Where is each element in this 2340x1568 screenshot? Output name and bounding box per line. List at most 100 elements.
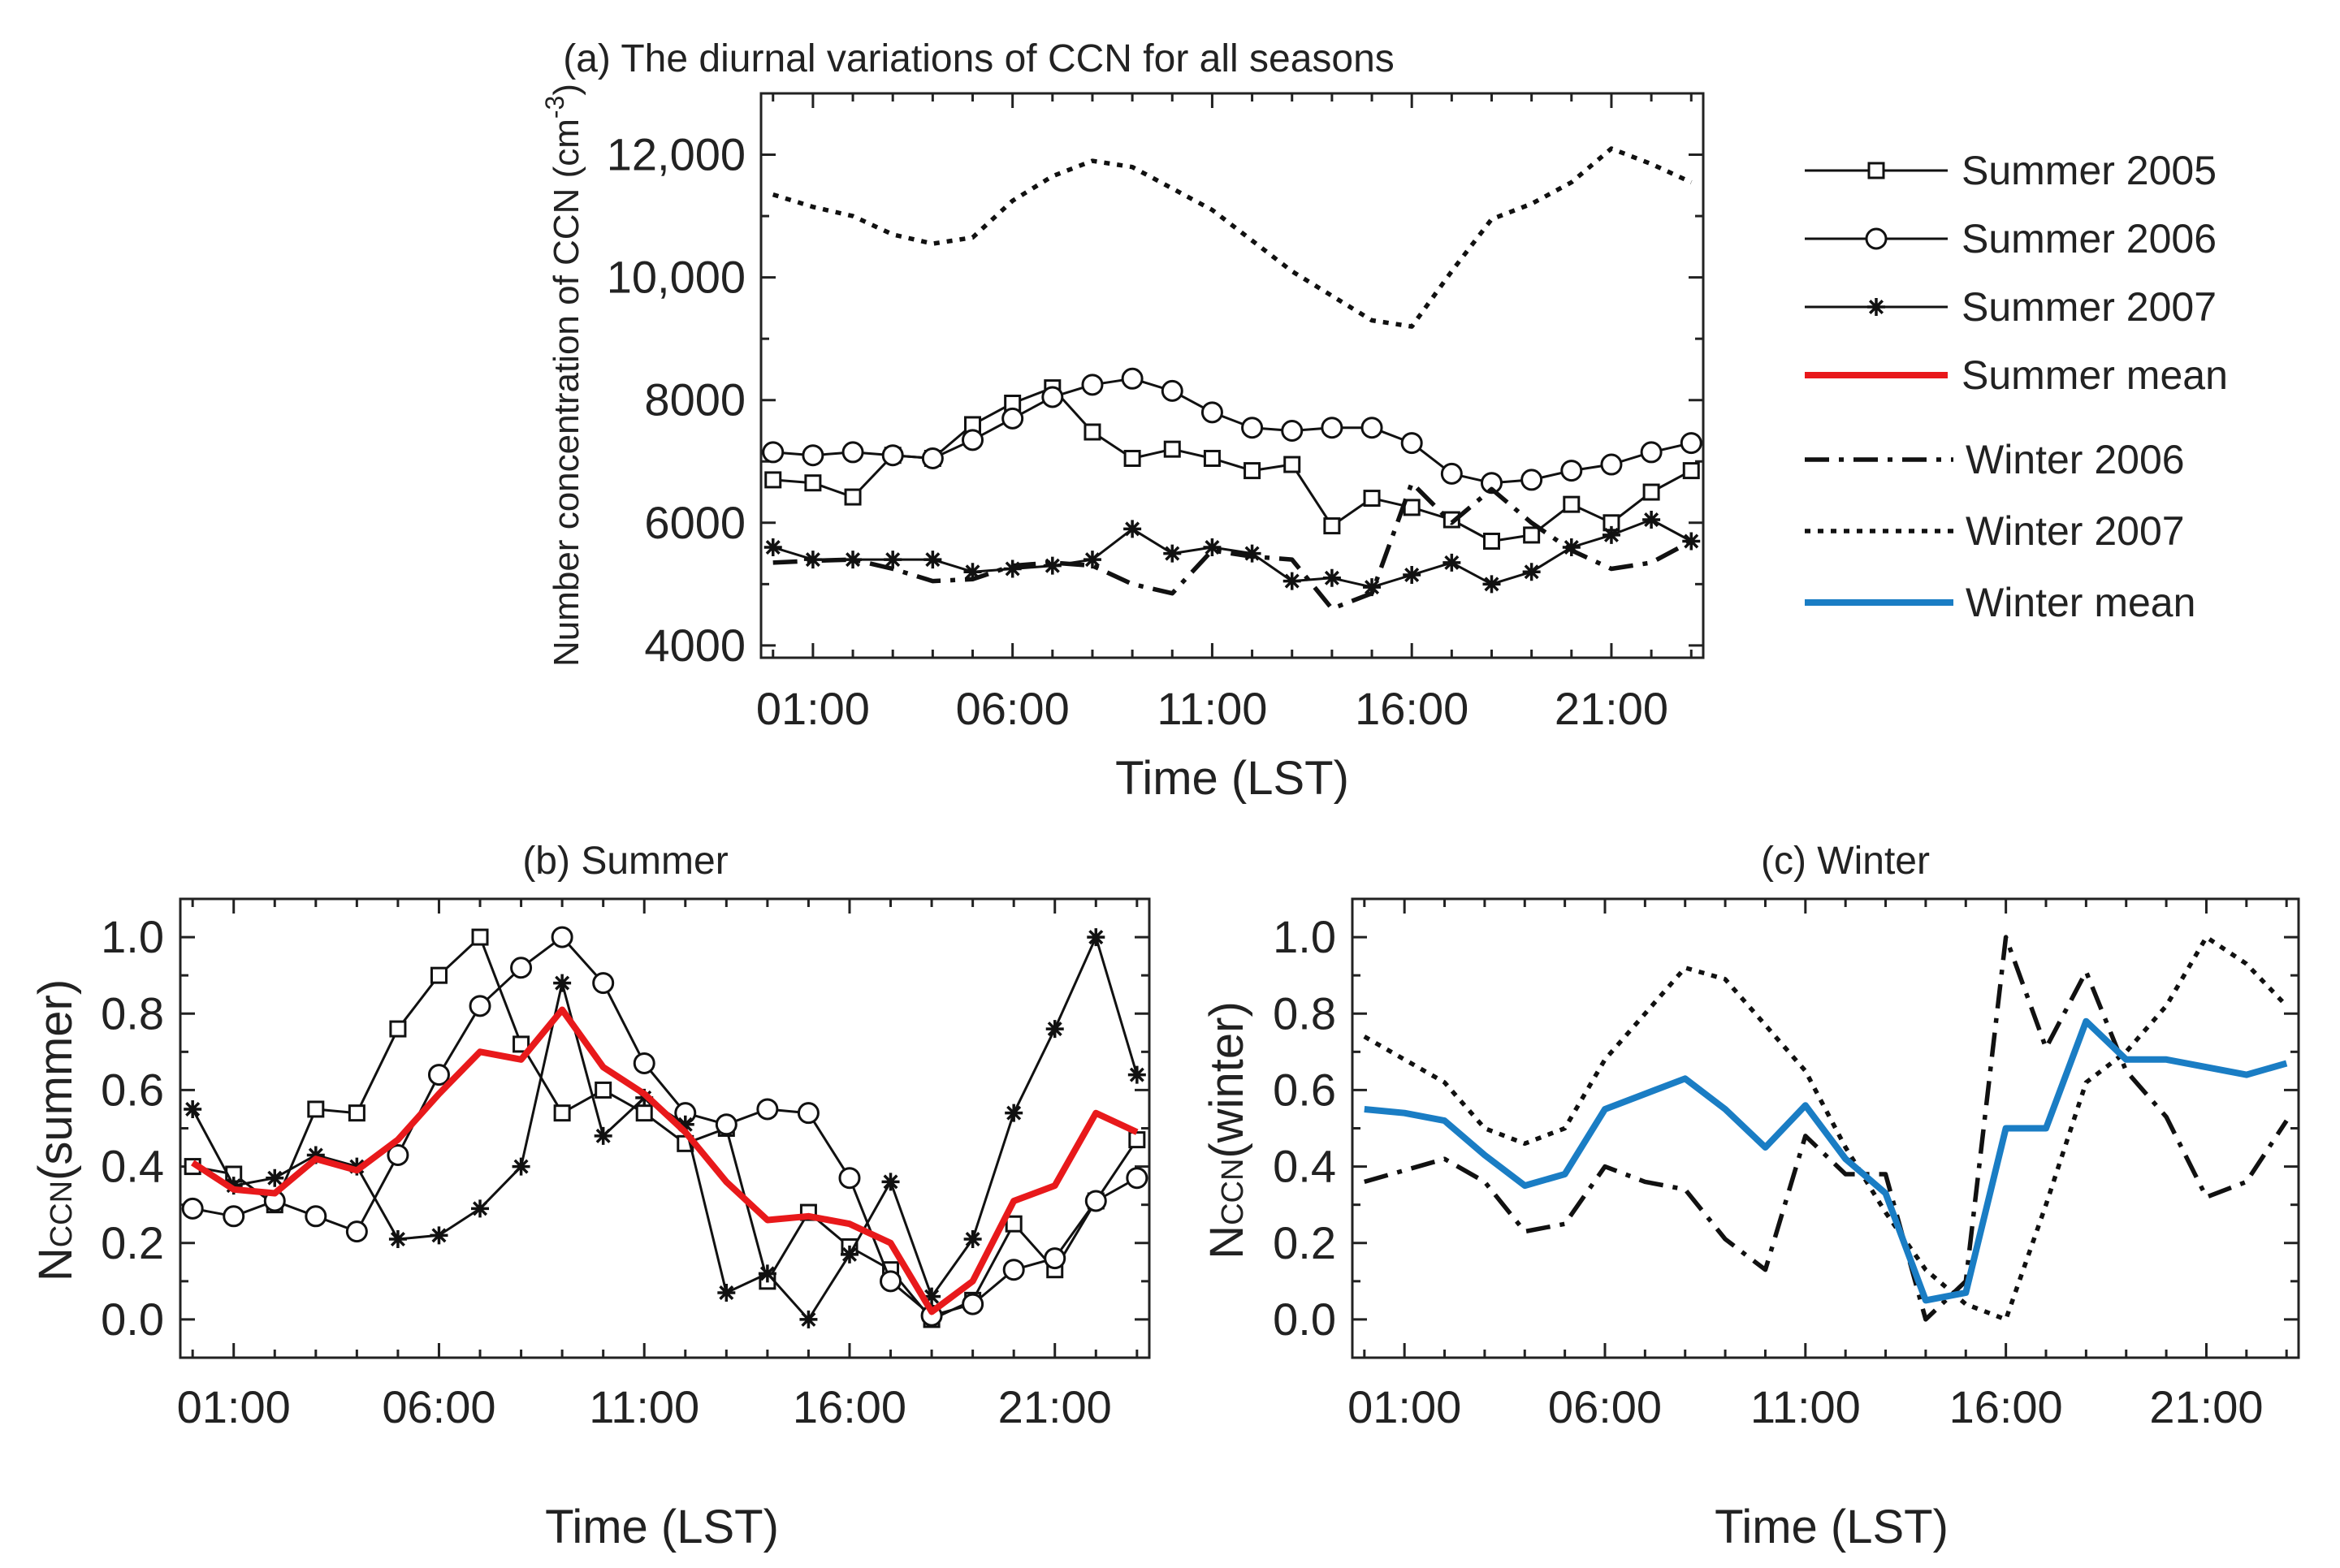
panel-b-chart: (b) Summer 01:00 06:00 11:00 16:00 21:000.00… — [29, 840, 1151, 1553]
panel-b-xtick-label-06-00: 06:00 — [382, 1381, 495, 1432]
panel-c-series-winter-2006 — [1364, 935, 2289, 1322]
panel-b-series-summer-2005-point-5 — [389, 1020, 407, 1038]
panel-b-series-summer-2007-point-12 — [676, 1115, 694, 1134]
panel-b-series-summer-2007-point-17 — [881, 1173, 900, 1191]
panel-b-series-summer-2005-line — [192, 935, 1139, 1321]
panel-a-series-summer-2007-point-14 — [1322, 568, 1341, 587]
panel-a-series-summer-2006-point-19 — [1520, 469, 1543, 491]
panel-b-series-summer-2005-point-4 — [348, 1104, 365, 1122]
legend-item-summer-mean: Summer mean — [1805, 352, 2228, 398]
panel-a-series-summer-2005-line — [772, 387, 1693, 542]
panel-b-title: (b) Summer — [522, 840, 728, 883]
panel-c-ticks: 01:00 06:00 11:00 16:00 21:00 0.0 0.2 0.4 0.6 0.8… — [1273, 899, 2299, 1432]
panel-a-xtick-label-06-00: 06:00 — [956, 683, 1070, 734]
panel-b-series-summer-2007-point-18 — [923, 1287, 941, 1306]
panel-a-series-summer-2007-point-18 — [1482, 575, 1501, 594]
panel-b-series-summer-2005-point-6 — [430, 966, 448, 984]
panel-a-series-summer-2007-point-4 — [923, 551, 942, 569]
legend-item-summer-2007-label: Summer 2007 — [1962, 284, 2217, 330]
panel-a-ylabel-end: ) — [547, 84, 586, 96]
panel-b-series-summer-2005 — [184, 928, 1146, 1328]
panel-a-series-summer-2006-point-15 — [1360, 417, 1383, 439]
panel-c-title: (c) Winter — [1761, 840, 1930, 883]
panel-b-series-summer-2005-point-20 — [1005, 1215, 1023, 1233]
panel-c-ytick-label-3: 0.6 — [1273, 1064, 1336, 1115]
panel-b-series-summer-2005-point-23 — [1128, 1131, 1146, 1149]
panel-a-series-summer-2007-point-20 — [1562, 538, 1581, 557]
panel-a-plot-frame — [759, 92, 1705, 659]
panel-b-xlabel: Time (LST) — [545, 1501, 779, 1553]
legend-item-winter-mean: Winter mean — [1805, 580, 2195, 625]
panel-a-series-summer-2005-point-17 — [1442, 511, 1460, 529]
panel-c-ylabel-end: (winter) — [1200, 1001, 1253, 1158]
panel-c-series — [1363, 935, 2289, 1322]
panel-c-ylabel-sub: CCN — [1216, 1159, 1250, 1225]
panel-a-ytick-label-3: 10,000 — [607, 252, 746, 303]
panel-a-series-summer-2006-point-2 — [841, 441, 864, 464]
panel-b-series-summer-2006-point-0 — [181, 1197, 204, 1220]
panel-a-series-winter-2007 — [772, 146, 1693, 329]
panel-a-series-summer-2005-point-14 — [1323, 517, 1341, 535]
legend-item-summer-2007-marker — [1867, 298, 1885, 316]
legend: Summer 2005 Summer 2006 Summer 2007 Summer … — [1805, 148, 2228, 625]
panel-a-series-summer-2006 — [762, 367, 1702, 495]
panel-a-ytick-label-4: 12,000 — [607, 129, 746, 180]
legend-item-summer-mean-label: Summer mean — [1962, 352, 2228, 398]
panel-b-series-summer-mean-line — [191, 1006, 1139, 1315]
panel-a-xtick-label-16-00: 16:00 — [1355, 683, 1468, 734]
panel-b-series-summer-2005-point-7 — [471, 928, 489, 946]
panel-c-ytick-label-5: 1.0 — [1273, 911, 1336, 962]
legend-item-summer-2006: Summer 2006 — [1805, 216, 2217, 261]
legend-item-winter-2006: Winter 2006 — [1805, 437, 2185, 482]
panel-a-series-winter-2006 — [772, 480, 1693, 611]
panel-a-ylabel: Number concentration of CCN (cm-3) — [540, 84, 586, 667]
legend-item-summer-2005-label: Summer 2005 — [1962, 148, 2217, 193]
panel-c-ylabel-main: N — [1200, 1225, 1253, 1259]
panel-a-series-summer-2005-point-2 — [844, 488, 862, 506]
panel-a-series-summer-2006-point-14 — [1321, 417, 1343, 439]
panel-b-series-summer-2006-point-16 — [838, 1167, 861, 1190]
panel-a-series-summer-2007-point-17 — [1442, 553, 1461, 572]
legend-item-winter-2007-label: Winter 2007 — [1966, 508, 2185, 554]
panel-a-series — [762, 146, 1702, 611]
panel-a-chart: (a) The diurnal variations of CCN for al… — [540, 37, 1705, 805]
panel-b-series-summer-2006-point-13 — [715, 1113, 737, 1136]
panel-b-series-summer-2006-point-11 — [633, 1052, 655, 1074]
legend-item-summer-2005-marker — [1867, 162, 1885, 179]
panel-a-xtick-label-21-00: 21:00 — [1555, 683, 1668, 734]
panel-b-series-summer-2007-point-9 — [553, 974, 572, 992]
panel-a-series-summer-2005-point-10 — [1163, 440, 1181, 458]
panel-a-series-summer-2007-point-19 — [1522, 563, 1541, 581]
panel-a-series-summer-2007-point-5 — [963, 563, 982, 581]
panel-a-series-summer-2006-point-13 — [1281, 419, 1304, 442]
panel-b-ytick-label-2: 0.4 — [101, 1141, 164, 1192]
panel-b-ticks: 01:00 06:00 11:00 16:00 21:00 0.0 0.2 0.4 0.6 0.8… — [101, 899, 1149, 1432]
panel-b-series-summer-2007-point-14 — [758, 1264, 776, 1283]
panel-a-ytick-label-1: 6000 — [644, 497, 746, 548]
panel-b-series-summer-2007-point-13 — [717, 1283, 736, 1302]
panel-b-series-summer-mean — [191, 1006, 1139, 1315]
panel-b-series-summer-2006-point-4 — [345, 1220, 368, 1243]
panel-b-series-summer-2007-point-16 — [840, 1245, 859, 1263]
panel-a-series-summer-2005-point-23 — [1682, 462, 1700, 480]
panel-a-series-summer-2007-point-2 — [844, 551, 863, 569]
panel-a-series-winter-2007-line — [772, 146, 1693, 329]
panel-a-series-winter-2006-line — [772, 480, 1693, 611]
panel-a-series-summer-2006-point-16 — [1400, 432, 1423, 455]
panel-b-ytick-label-0: 0.0 — [101, 1294, 164, 1345]
panel-b-series-summer-2006-point-20 — [1002, 1259, 1025, 1281]
panel-a-series-summer-2007-point-7 — [1043, 556, 1062, 575]
panel-a-series-summer-2006-point-5 — [962, 429, 984, 451]
panel-a-series-summer-2007 — [763, 511, 1701, 597]
panel-a-ytick-label-0: 4000 — [644, 620, 746, 671]
panel-a-ytick-label-2: 8000 — [644, 374, 746, 425]
panel-a-series-summer-2006-point-9 — [1121, 367, 1144, 390]
panel-c-xtick-label-11-00: 11:00 — [1750, 1381, 1861, 1432]
panel-b-ytick-label-3: 0.6 — [101, 1064, 164, 1115]
panel-a-series-summer-2006-point-6 — [1001, 407, 1024, 430]
panel-b-xtick-label-01-00: 01:00 — [177, 1381, 291, 1432]
panel-b-series-summer-2005-point-8 — [513, 1035, 530, 1053]
panel-b-series-summer-2006-point-1 — [223, 1205, 245, 1228]
panel-a-ylabel-main: Number concentration of CCN (cm — [547, 119, 586, 667]
